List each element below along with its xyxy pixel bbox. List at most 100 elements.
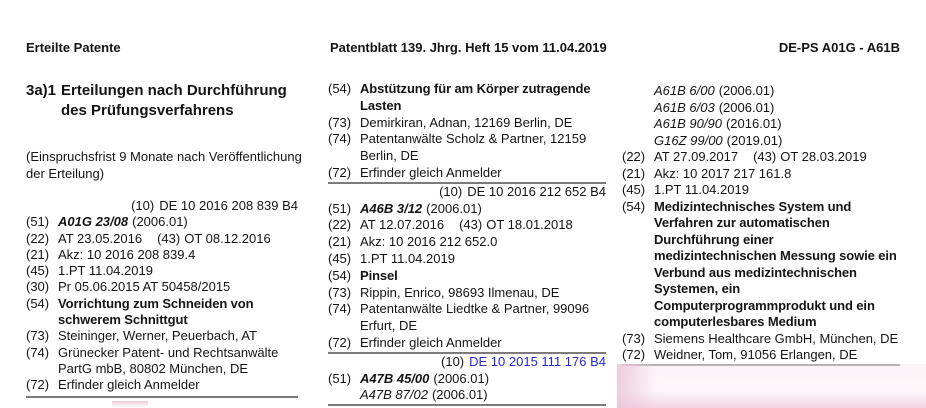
field-content: DE 10 2016 212 652 B4 <box>467 184 606 201</box>
inid-line: (51) A47B 45/00 (2006.01) <box>328 371 606 388</box>
field-content: AT 12.07.2016 (43) OT 18.01.2018 <box>360 217 573 234</box>
field-content: Erfurt, DE <box>360 318 417 335</box>
entry-separator-rule <box>328 351 606 354</box>
inid-line: Verbund aus medizintechnischen <box>622 265 900 282</box>
field-text: AT 27.09.2017 <box>654 149 739 164</box>
patent-number-link[interactable]: DE 10 2015 111 176 B4 <box>469 353 606 369</box>
field-content: Patentanwälte Liedtke & Partner, 99096 <box>360 301 589 318</box>
field-text: Erfinder gleich Anmelder <box>360 164 502 180</box>
inid-line: (73) Demirkiran, Adnan, 12169 Berlin, DE <box>328 115 606 132</box>
field-text: Akz: 10 2016 212 652.0 <box>360 234 498 250</box>
field-text: Verfahren zur automatischen <box>654 215 830 230</box>
field-content: Erfinder gleich Anmelder <box>360 335 502 352</box>
inid-line: Erfurt, DE <box>328 318 606 335</box>
field-text: Lasten <box>360 97 402 113</box>
inid-code: (74) <box>328 131 352 147</box>
inid-line: PartG mbB, 80802 München, DE <box>26 361 298 377</box>
section-title-line2: des Prüfungsverfahrens <box>61 101 234 119</box>
inid-line: (74) Grünecker Patent- und Rechtsanwälte <box>26 345 298 361</box>
field-text: Rippin, Enrico, 98693 Ilmenau, DE <box>360 284 560 300</box>
inid-code: (45) <box>328 250 352 266</box>
field-content: Computerprogrammprodukt und ein <box>654 298 875 315</box>
field-content: Lasten <box>360 98 401 115</box>
inid-line: (22) AT 27.09.2017 (43) OT 28.03.2019 <box>622 149 900 166</box>
field-text: A01G 23/08 <box>58 214 129 230</box>
field-text: Erfinder gleich Anmelder <box>58 377 200 393</box>
inid-line: (45) 1.PT 11.04.2019 <box>328 251 606 268</box>
field-text: Vorrichtung zum Schneiden von <box>58 295 254 311</box>
field-text: (2016.01) <box>725 116 782 131</box>
field-text: DE 10 2016 212 652 B4 <box>467 183 606 199</box>
field-content: Akz: 10 2016 212 652.0 <box>360 234 497 251</box>
inid-code: (73) <box>622 330 646 346</box>
field-text: AT 12.07.2016 <box>360 217 445 233</box>
field-content: A61B 90/90 (2016.01) <box>654 116 782 133</box>
field-text: (2006.01) <box>718 83 775 98</box>
field-content: A47B 45/00 (2006.01) <box>360 371 489 388</box>
inid-code: (72) <box>328 164 352 180</box>
header-section-title: Erteilte Patente <box>26 40 121 55</box>
inid-line: (72) Weidner, Tom, 91056 Erlangen, DE <box>622 347 900 364</box>
field-text: A61B 6/03 <box>654 99 715 115</box>
inid-code: (54) <box>328 267 352 283</box>
field-text: Pinsel <box>360 267 398 283</box>
inid-line: medizintechnischen Messung sowie ein <box>622 248 900 265</box>
field-content: Steininger, Werner, Peuerbach, AT <box>58 328 257 344</box>
inid-line: (72) Erfinder gleich Anmelder <box>328 165 606 182</box>
field-text: Pr 05.06.2015 AT 50458/2015 <box>58 279 231 295</box>
field-text: OT 08.12.2016 <box>184 230 271 246</box>
inid-code: (54) <box>622 198 646 214</box>
inid-code: (22) <box>622 149 646 164</box>
field-content: Pr 05.06.2015 AT 50458/2015 <box>58 279 230 295</box>
header-ipc-range: DE-PS A01G - A61B <box>778 40 900 55</box>
field-content: A47B 87/02 (2006.01) <box>360 387 488 404</box>
field-content: Weidner, Tom, 91056 Erlangen, DE <box>654 347 857 364</box>
field-content: Erfinder gleich Anmelder <box>58 377 200 393</box>
field-text: Weidner, Tom, 91056 Erlangen, DE <box>654 347 858 362</box>
field-text: (2006.01) <box>132 214 188 230</box>
inid-line: G16Z 99/00 (2019.01) <box>622 133 900 150</box>
inid-code: (22) <box>26 230 50 246</box>
field-content: G16Z 99/00 (2019.01) <box>654 133 782 150</box>
inid-line: (74) Patentanwälte Scholz & Partner, 1215… <box>328 131 606 148</box>
field-content: Abstützung für am Körper zutragende <box>360 81 591 98</box>
field-content: PartG mbB, 80802 München, DE <box>58 361 248 377</box>
inid-line: schwerem Schnittgut <box>26 312 298 328</box>
inid-code: (21) <box>26 246 50 262</box>
field-text: Systemen, ein <box>654 281 741 296</box>
field-text: Siemens Healthcare GmbH, München, DE <box>654 330 899 346</box>
field-content: Durchführung einer <box>654 232 774 249</box>
inid-line: (22) AT 23.05.2016 (43) OT 08.12.2016 <box>26 231 298 247</box>
field-text: Demirkiran, Adnan, 12169 Berlin, DE <box>360 114 573 130</box>
inid-code: (72) <box>328 334 352 350</box>
inid-code: (54) <box>328 81 352 96</box>
field-text: OT 28.03.2019 <box>780 149 867 164</box>
field-text: Patentanwälte Liedtke & Partner, 99096 <box>360 301 590 317</box>
inid-line: computerlesbares Medium <box>622 314 900 331</box>
column-middle: (54) Abstützung für am Körper zutragende L… <box>328 81 606 407</box>
field-text: G16Z 99/00 <box>654 132 723 148</box>
field-content: Grünecker Patent- und Rechtsanwälte <box>58 345 278 361</box>
inid-code: (45) <box>26 263 50 279</box>
section-title: Erteilungen nach Durchführung des Prüfun… <box>61 81 287 120</box>
field-text: Akz: 10 2017 217 161.8 <box>654 165 792 181</box>
inid-code: (51) <box>328 370 352 386</box>
field-text: schwerem Schnittgut <box>58 312 188 328</box>
artifact-pink-smudge <box>112 401 148 407</box>
inid-code: (74) <box>328 301 352 317</box>
field-text: A47B 87/02 <box>360 387 428 403</box>
inid-code: (54) <box>26 295 50 311</box>
field-content: DE 10 2016 208 839 B4 <box>159 198 298 214</box>
inid-code: (10) <box>439 183 463 199</box>
field-text: (2019.01) <box>726 132 783 148</box>
inid-line: Systemen, ein <box>622 281 900 298</box>
field-text: (2006.01) <box>431 387 488 403</box>
inid-line: (73) Siemens Healthcare GmbH, München, DE <box>622 331 900 348</box>
field-text: OT 18.01.2018 <box>486 217 573 233</box>
opposition-note-line1: (Einspruchsfrist 9 Monate nach Veröffent… <box>26 149 302 164</box>
inid-code: (72) <box>26 377 50 393</box>
inid-code: (30) <box>26 279 50 295</box>
field-text: 1.PT 11.04.2019 <box>58 263 153 279</box>
field-content: Demirkiran, Adnan, 12169 Berlin, DE <box>360 115 572 132</box>
inid-line: Computerprogrammprodukt und ein <box>622 298 900 315</box>
